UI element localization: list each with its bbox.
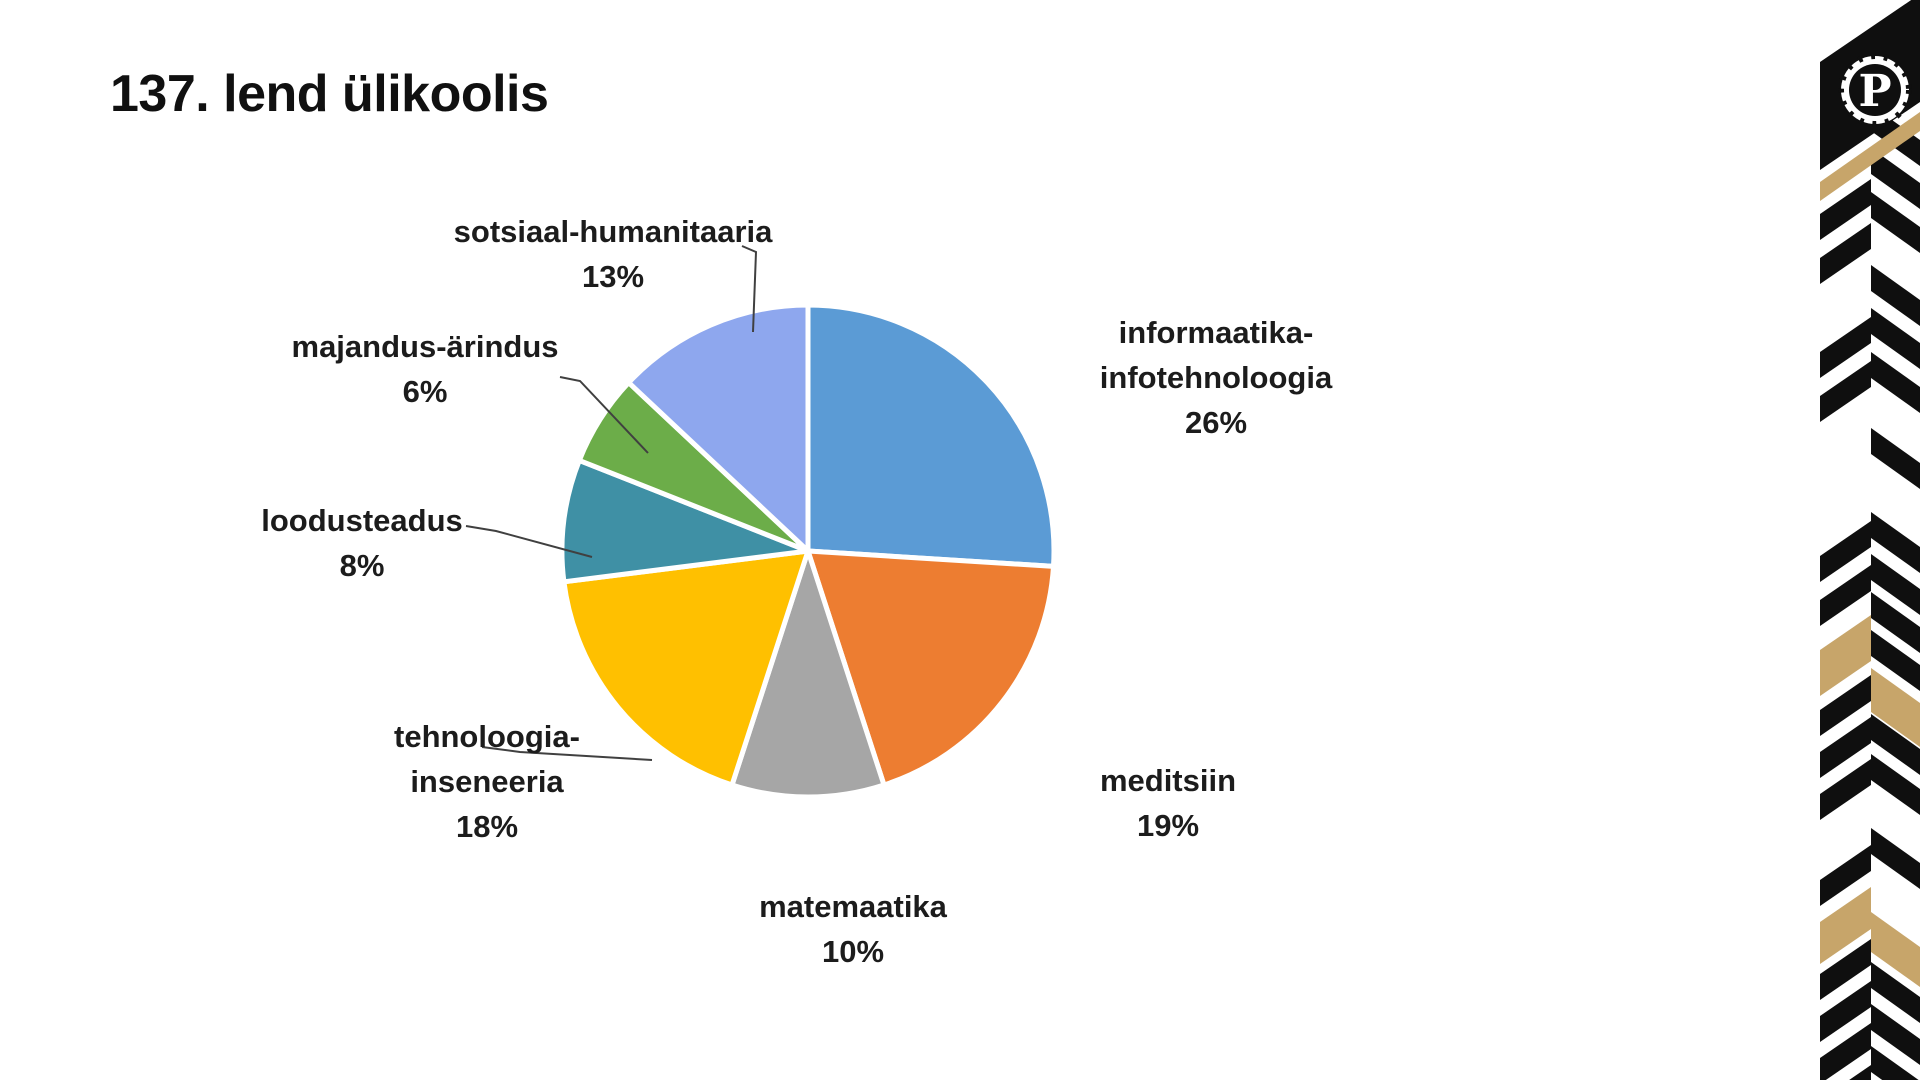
pie-label-percent: 10% bbox=[821, 934, 885, 969]
pie-label-meditsiin: meditsiin 19% bbox=[1008, 758, 1328, 848]
chevron-stripe bbox=[1820, 179, 1871, 240]
leader-line-majandus bbox=[559, 376, 649, 454]
pie-label-text: majandus-ärindus bbox=[291, 329, 559, 364]
chevron-stripe bbox=[1820, 565, 1871, 626]
chevron-stripe bbox=[1871, 352, 1920, 413]
pie-label-percent: 18% bbox=[455, 809, 519, 844]
chevron-stripe bbox=[1820, 615, 1871, 696]
pie-label-percent: 6% bbox=[402, 374, 448, 409]
pie-label-majandus: majandus-ärindus 6% bbox=[235, 324, 615, 414]
pie-label-percent: 8% bbox=[339, 548, 385, 583]
chevron-stripe bbox=[1820, 521, 1871, 582]
chevron-stripe bbox=[1871, 754, 1920, 815]
chevron-stripe bbox=[1871, 192, 1920, 253]
chevron-stripe bbox=[1871, 1046, 1919, 1080]
chevron-stripe bbox=[1820, 675, 1871, 736]
chevron-stripe bbox=[1820, 939, 1871, 1000]
chevron-stripe bbox=[1849, 1065, 1871, 1080]
pie-slice-2 bbox=[729, 548, 887, 800]
leader-line-sotsiaal bbox=[741, 245, 758, 333]
pie-label-percent: 26% bbox=[1184, 405, 1248, 440]
chevron-stripe bbox=[1820, 887, 1871, 964]
pie-label-matemaatika: matemaatika 10% bbox=[693, 884, 1013, 974]
chevron-stripe bbox=[1871, 714, 1920, 775]
brand-strip: P bbox=[1820, 0, 1920, 1080]
chevron-stripe bbox=[1820, 361, 1871, 422]
chevron-stripe bbox=[1820, 759, 1871, 820]
pie-label-percent: 19% bbox=[1136, 808, 1200, 843]
brand-logo: P bbox=[1838, 53, 1912, 127]
chevron-stripe bbox=[1871, 630, 1920, 691]
leader-lines bbox=[465, 245, 758, 761]
chevron-stripe bbox=[1820, 981, 1871, 1042]
pie-label-text: loodusteadus bbox=[261, 503, 463, 538]
pie-slice-1 bbox=[805, 548, 1056, 788]
pie-slice-6 bbox=[626, 302, 811, 554]
gold-band bbox=[1820, 112, 1920, 201]
chevron-stripe bbox=[1820, 317, 1871, 378]
chevron-stripe bbox=[1871, 828, 1920, 889]
chevron-stripe bbox=[1871, 148, 1920, 209]
pie-slice-0 bbox=[805, 302, 1057, 569]
logo-p-letter: P bbox=[1858, 66, 1891, 117]
pie-slice-4 bbox=[559, 457, 811, 585]
slide-title: 137. lend ülikoolis bbox=[110, 65, 549, 123]
leader-line-tehnoloogia bbox=[481, 746, 653, 761]
chevron-stripe bbox=[1871, 592, 1920, 653]
chevron-stripe bbox=[1871, 912, 1920, 987]
pie-slices bbox=[559, 302, 1057, 800]
leader-line-loodusteadus bbox=[465, 525, 593, 558]
chevron-stripe bbox=[1871, 428, 1920, 489]
chevron-stripe bbox=[1871, 265, 1920, 326]
pie-label-loodusteadus: loodusteadus 8% bbox=[202, 498, 522, 588]
pie-label-sotsiaal: sotsiaal-humanitaaria 13% bbox=[423, 209, 803, 299]
chevron-stripe bbox=[1820, 717, 1871, 778]
pie-slice-3 bbox=[561, 548, 811, 788]
logo-scallop-ring bbox=[1838, 53, 1912, 127]
chevron-stripe bbox=[1820, 845, 1871, 906]
chevron-stripe bbox=[1871, 1004, 1920, 1065]
chevron-pattern bbox=[1820, 105, 1920, 1080]
chevron-stripe bbox=[1871, 668, 1920, 747]
pie-label-text: tehnoloogia- inseneeria bbox=[394, 719, 580, 799]
chevron-stripe bbox=[1871, 308, 1920, 369]
pie-label-tehnoloogia: tehnoloogia- inseneeria 18% bbox=[327, 714, 647, 849]
pie-label-text: informaatika- infotehnoloogia bbox=[1099, 315, 1333, 395]
chevron-stripe bbox=[1871, 512, 1920, 573]
chevron-stripe bbox=[1820, 1023, 1871, 1080]
chevron-stripe bbox=[1871, 554, 1920, 615]
pie-label-text: sotsiaal-humanitaaria bbox=[453, 214, 773, 249]
chevron-stripe bbox=[1871, 962, 1920, 1023]
chevron-stripe bbox=[1820, 223, 1871, 284]
pie-label-informaatika: informaatika- infotehnoloogia 26% bbox=[1056, 310, 1376, 445]
pie-label-percent: 13% bbox=[581, 259, 645, 294]
pie-label-text: meditsiin bbox=[1099, 763, 1237, 798]
pie-label-text: matemaatika bbox=[759, 889, 947, 924]
logo-inner-disc bbox=[1849, 64, 1901, 116]
